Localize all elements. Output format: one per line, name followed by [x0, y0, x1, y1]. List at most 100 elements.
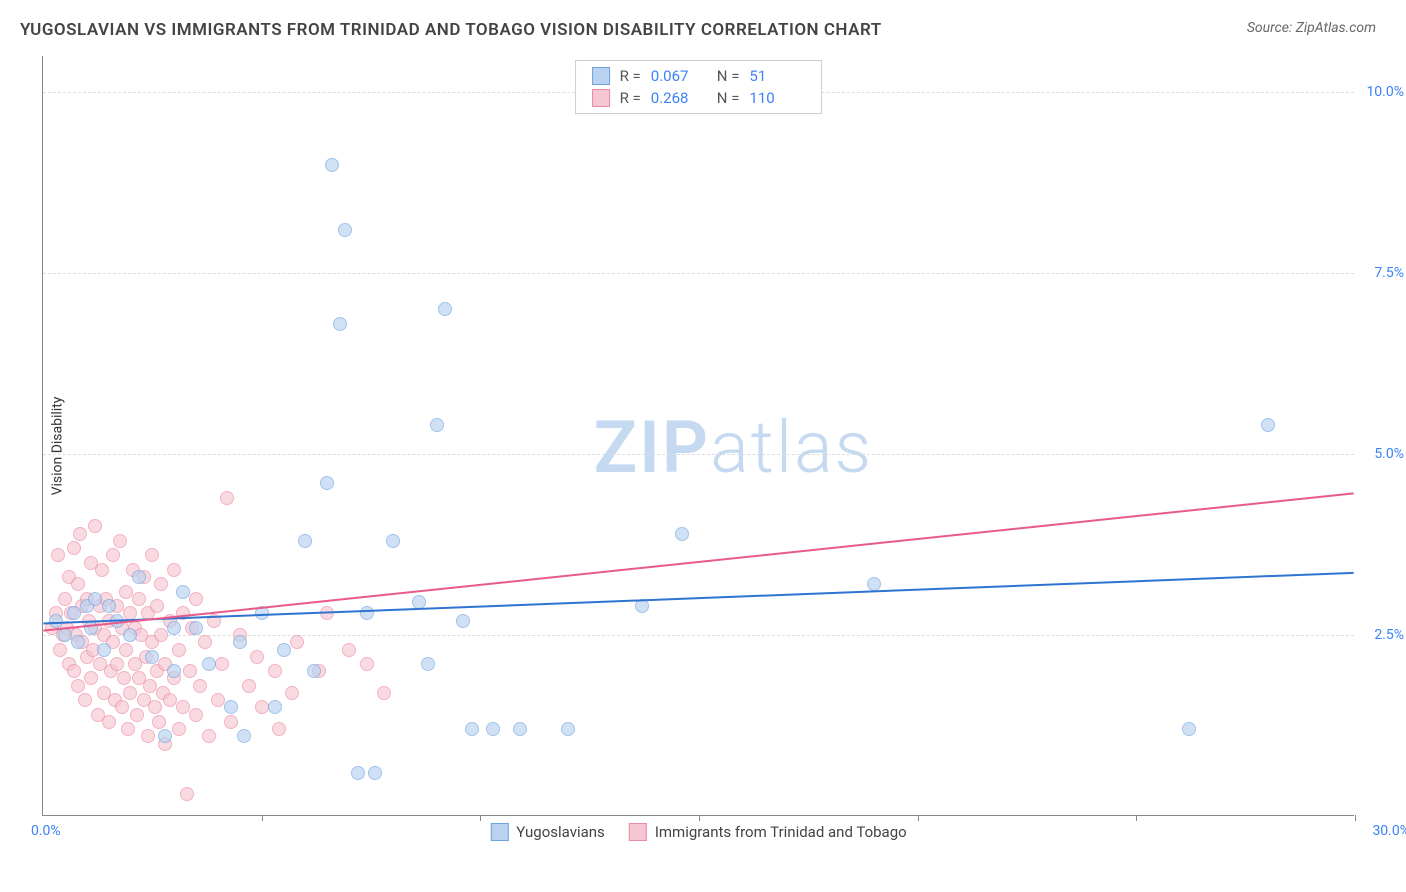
data-point [377, 686, 391, 700]
data-point [635, 599, 649, 613]
data-point [189, 708, 203, 722]
data-point [189, 592, 203, 606]
data-point [268, 700, 282, 714]
chart-title: YUGOSLAVIAN VS IMMIGRANTS FROM TRINIDAD … [20, 20, 882, 40]
data-point [106, 548, 120, 562]
data-point [102, 715, 116, 729]
data-point [202, 729, 216, 743]
y-tick-label: 10.0% [1358, 84, 1404, 100]
data-point [285, 686, 299, 700]
data-point [117, 671, 131, 685]
r-value-0: 0.067 [651, 67, 707, 85]
data-point [176, 700, 190, 714]
data-point [320, 476, 334, 490]
legend-item-1: Immigrants from Trinidad and Tobago [629, 823, 907, 841]
data-point [486, 722, 500, 736]
y-tick-label: 7.5% [1358, 265, 1404, 281]
data-point [84, 621, 98, 635]
data-point [351, 766, 365, 780]
data-point [172, 643, 186, 657]
data-point [132, 592, 146, 606]
data-point [193, 679, 207, 693]
data-point [268, 664, 282, 678]
legend-row-series-0: R = 0.067 N = 51 [592, 65, 806, 87]
data-point [272, 722, 286, 736]
data-point [180, 787, 194, 801]
x-axis-min-label: 0.0% [31, 823, 61, 839]
data-point [110, 657, 124, 671]
n-value-1: 110 [749, 89, 805, 107]
data-point [561, 722, 575, 736]
data-point [110, 614, 124, 628]
legend-label-0: Yugoslavians [516, 823, 605, 841]
scatter-chart: ZIPatlas R = 0.067 N = 51 R = 0.268 N = … [42, 56, 1354, 816]
data-point [360, 657, 374, 671]
data-point [224, 715, 238, 729]
data-point [145, 650, 159, 664]
data-point [430, 418, 444, 432]
data-point [73, 527, 87, 541]
series-legend: Yugoslavians Immigrants from Trinidad an… [490, 823, 906, 841]
r-value-1: 0.268 [651, 89, 707, 107]
data-point [71, 679, 85, 693]
data-point [113, 534, 127, 548]
data-point [154, 628, 168, 642]
data-point [123, 686, 137, 700]
swatch-series-1-bottom [629, 823, 647, 841]
data-point [220, 491, 234, 505]
data-point [158, 729, 172, 743]
data-point [290, 635, 304, 649]
data-point [412, 595, 426, 609]
data-point [207, 614, 221, 628]
data-point [51, 548, 65, 562]
n-value-0: 51 [749, 67, 805, 85]
data-point [513, 722, 527, 736]
data-point [95, 563, 109, 577]
data-point [456, 614, 470, 628]
data-point [320, 606, 334, 620]
data-point [233, 635, 247, 649]
data-point [237, 729, 251, 743]
data-point [183, 664, 197, 678]
data-point [167, 563, 181, 577]
data-point [141, 729, 155, 743]
data-point [53, 643, 67, 657]
data-point [163, 693, 177, 707]
data-point [1261, 418, 1275, 432]
data-point [71, 577, 85, 591]
data-point [242, 679, 256, 693]
data-point [152, 715, 166, 729]
data-point [198, 635, 212, 649]
data-point [58, 592, 72, 606]
swatch-series-1 [592, 89, 610, 107]
data-point [867, 577, 881, 591]
data-point [132, 570, 146, 584]
x-axis-max-label: 30.0% [1372, 823, 1406, 839]
data-point [421, 657, 435, 671]
data-point [143, 679, 157, 693]
data-point [84, 671, 98, 685]
data-point [67, 541, 81, 555]
data-point [438, 302, 452, 316]
data-point [88, 519, 102, 533]
data-point [123, 606, 137, 620]
data-point [675, 527, 689, 541]
data-point [115, 700, 129, 714]
data-point [58, 628, 72, 642]
data-point [148, 700, 162, 714]
data-point [71, 635, 85, 649]
data-point [97, 643, 111, 657]
data-point [277, 643, 291, 657]
data-point [298, 534, 312, 548]
legend-label-1: Immigrants from Trinidad and Tobago [655, 823, 907, 841]
data-point [78, 693, 92, 707]
y-tick-label: 5.0% [1358, 446, 1404, 462]
data-point [250, 650, 264, 664]
data-point [121, 722, 135, 736]
data-point [255, 606, 269, 620]
data-point [67, 606, 81, 620]
trend-line [43, 573, 1353, 624]
data-point [154, 577, 168, 591]
data-point [88, 592, 102, 606]
trend-line [43, 493, 1353, 630]
